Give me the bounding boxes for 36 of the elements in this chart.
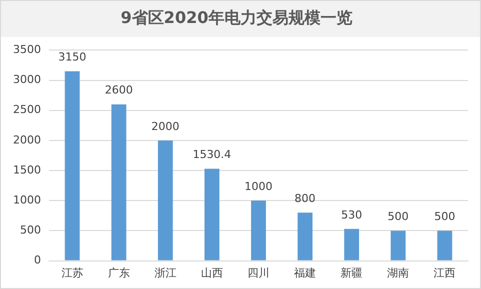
chart-title: 9省区2020年电力交易规模一览 xyxy=(120,8,352,27)
y-tick-label: 2500 xyxy=(12,103,41,116)
y-tick-label: 3500 xyxy=(12,43,41,56)
data-label: 530 xyxy=(341,208,362,222)
y-tick-label: 2000 xyxy=(12,133,41,146)
bar xyxy=(158,140,173,260)
data-label: 2600 xyxy=(104,84,133,97)
data-label: 3150 xyxy=(58,50,86,64)
bar xyxy=(344,228,360,260)
data-label: 500 xyxy=(388,210,409,224)
y-tick-label: 1500 xyxy=(12,163,41,176)
data-label: 1530.4 xyxy=(192,148,232,162)
x-tick-label: 浙江 xyxy=(154,266,176,280)
y-tick-label: 0 xyxy=(34,254,41,267)
bar xyxy=(437,230,452,260)
x-tick-label: 福建 xyxy=(294,266,316,280)
x-tick-label: 新疆 xyxy=(340,266,363,280)
bar xyxy=(64,71,80,260)
data-label: 2000 xyxy=(151,120,180,133)
y-tick-label: 1000 xyxy=(12,193,41,206)
bar xyxy=(251,200,266,260)
x-tick-label: 江西 xyxy=(434,266,456,280)
x-tick-label: 江苏 xyxy=(61,266,84,280)
x-tick-label: 广东 xyxy=(108,266,130,280)
bar xyxy=(298,212,313,260)
data-label: 800 xyxy=(294,192,316,206)
x-tick-label: 湖南 xyxy=(387,266,410,280)
y-tick-label: 3000 xyxy=(12,73,41,86)
data-label: 1000 xyxy=(244,180,272,193)
data-label: 500 xyxy=(434,210,456,224)
bar xyxy=(111,104,126,260)
bar xyxy=(390,230,406,260)
x-tick-label: 山西 xyxy=(200,266,223,280)
y-tick-label: 500 xyxy=(20,224,41,237)
x-tick-label: 四川 xyxy=(247,266,270,280)
bar xyxy=(204,168,220,260)
